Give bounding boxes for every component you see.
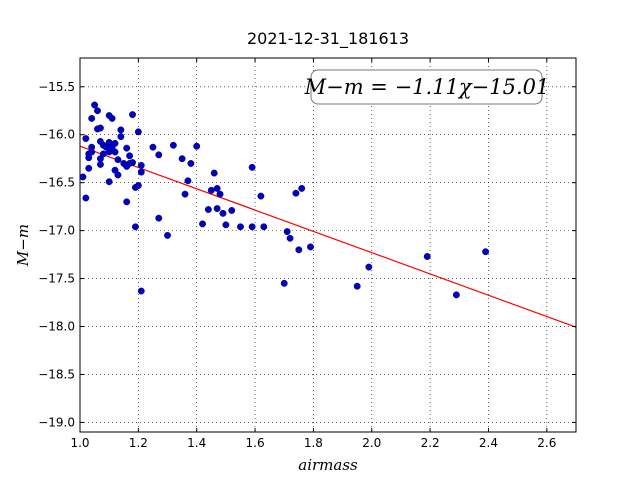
data-point: [295, 246, 303, 254]
fit-annotation-box: [310, 69, 543, 105]
y-tick-label: −18.0: [38, 320, 75, 334]
data-point: [482, 248, 490, 256]
data-point: [88, 114, 96, 122]
data-point: [79, 173, 87, 181]
data-point: [213, 205, 221, 213]
data-point: [292, 189, 300, 197]
data-point: [111, 139, 119, 147]
data-point: [155, 214, 163, 222]
data-point: [283, 228, 291, 236]
data-point: [108, 114, 116, 122]
data-point: [452, 291, 460, 299]
x-tick-label: 1.2: [129, 436, 148, 450]
plot-frame: [79, 57, 577, 433]
y-axis-label: M−m: [14, 224, 32, 267]
data-point: [260, 223, 268, 231]
fit-line-group: [79, 145, 577, 328]
x-tick-label: 1.6: [246, 436, 265, 450]
data-point: [193, 142, 201, 150]
data-point: [219, 209, 227, 217]
x-tick-label: 2.0: [362, 436, 381, 450]
data-point: [257, 192, 265, 200]
y-tick-label: −15.5: [38, 80, 75, 94]
data-point: [207, 186, 215, 194]
chart-title: 2021-12-31_181613: [247, 29, 409, 49]
data-point: [210, 169, 218, 177]
data-point: [111, 148, 119, 156]
data-point: [298, 184, 306, 192]
data-point: [187, 160, 195, 167]
data-point: [91, 101, 99, 109]
data-point: [99, 150, 107, 158]
data-point: [131, 223, 139, 231]
data-point: [126, 152, 134, 160]
data-point: [82, 194, 90, 202]
fit-annotation-text: M−m = −1.11χ−15.01: [304, 75, 550, 99]
y-tick-label: −17.5: [38, 272, 75, 286]
data-point: [137, 287, 145, 295]
data-point: [82, 135, 90, 143]
data-point: [181, 190, 189, 198]
data-point: [149, 143, 157, 151]
x-tick-label: 1.4: [187, 436, 206, 450]
data-point: [365, 263, 373, 271]
x-tick-label: 1.0: [70, 436, 89, 450]
data-point: [353, 282, 361, 290]
y-tick-label: −16.0: [38, 128, 75, 142]
data-point: [96, 124, 104, 132]
x-axis-label: airmass: [298, 456, 358, 474]
x-tick-label: 2.6: [537, 436, 556, 450]
y-tick-label: −17.0: [38, 224, 75, 238]
data-point: [134, 128, 142, 136]
fit-annotation: M−m = −1.11χ−15.01: [304, 69, 550, 105]
data-point: [307, 243, 314, 251]
x-tick-label: 2.2: [421, 436, 440, 450]
y-tick-label: −19.0: [38, 415, 75, 429]
data-point: [129, 111, 136, 119]
data-point: [134, 182, 142, 189]
data-point: [94, 107, 101, 115]
y-tick-label: −18.5: [38, 367, 75, 381]
data-point: [248, 163, 256, 171]
data-point: [117, 133, 125, 141]
data-point: [216, 190, 224, 198]
data-point: [123, 144, 131, 152]
data-point: [199, 220, 206, 228]
grid: [80, 58, 576, 432]
data-point: [204, 206, 212, 213]
data-point: [423, 253, 431, 260]
data-point: [237, 223, 244, 231]
data-point: [286, 234, 294, 242]
data-point: [169, 141, 177, 149]
data-point: [114, 156, 122, 164]
data-point: [96, 160, 104, 168]
data-point: [137, 168, 145, 176]
data-point: [280, 279, 288, 287]
data-point: [222, 221, 230, 229]
data-point: [88, 148, 96, 156]
data-point: [228, 207, 236, 214]
axis-ticks: 1.0 1.2 1.4 1.6 1.8 2.0 2.2 2.4 2.6 −15.5 −16.0 −16…: [38, 58, 576, 450]
data-point: [105, 178, 113, 186]
data-point: [129, 159, 136, 166]
data-point: [178, 155, 186, 163]
data-point: [137, 161, 145, 169]
data-point: [155, 151, 163, 159]
fit-line: [79, 145, 577, 328]
y-tick-label: −16.5: [38, 176, 75, 190]
data-point: [114, 171, 122, 179]
data-point: [213, 184, 221, 192]
data-point: [184, 177, 192, 185]
data-point: [164, 231, 171, 239]
data-point: [123, 198, 131, 206]
data-point: [85, 154, 93, 162]
data-point: [248, 223, 256, 231]
x-tick-label: 1.8: [304, 436, 323, 450]
x-tick-label: 2.4: [479, 436, 498, 450]
data-point: [85, 164, 93, 172]
data-point: [117, 126, 125, 134]
data-points: [79, 101, 490, 299]
